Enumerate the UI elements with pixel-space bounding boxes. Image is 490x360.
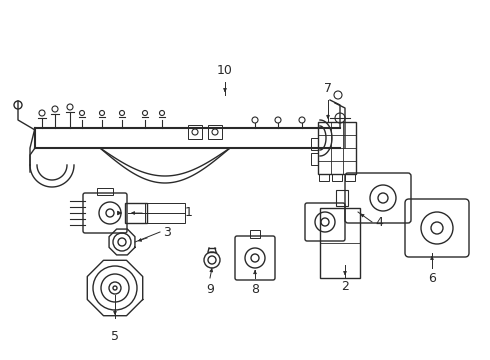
Bar xyxy=(311,153,318,165)
Bar xyxy=(332,174,342,181)
Bar xyxy=(97,188,113,195)
Text: 4: 4 xyxy=(375,216,383,229)
Bar xyxy=(145,203,185,223)
Text: 1: 1 xyxy=(185,207,193,220)
Bar xyxy=(208,125,222,139)
Text: 9: 9 xyxy=(206,283,214,296)
Bar xyxy=(125,203,147,223)
Bar xyxy=(188,125,202,139)
Text: 10: 10 xyxy=(217,64,233,77)
Text: 7: 7 xyxy=(324,82,332,95)
Bar xyxy=(318,122,356,174)
Bar xyxy=(344,174,355,181)
Bar xyxy=(336,190,348,206)
Bar xyxy=(319,174,329,181)
Text: 3: 3 xyxy=(163,225,171,238)
Bar xyxy=(311,138,318,150)
Bar xyxy=(250,230,260,238)
Text: 5: 5 xyxy=(111,330,119,343)
Text: 2: 2 xyxy=(341,280,349,293)
Text: 6: 6 xyxy=(428,272,436,285)
Bar xyxy=(320,208,360,278)
Text: 8: 8 xyxy=(251,283,259,296)
